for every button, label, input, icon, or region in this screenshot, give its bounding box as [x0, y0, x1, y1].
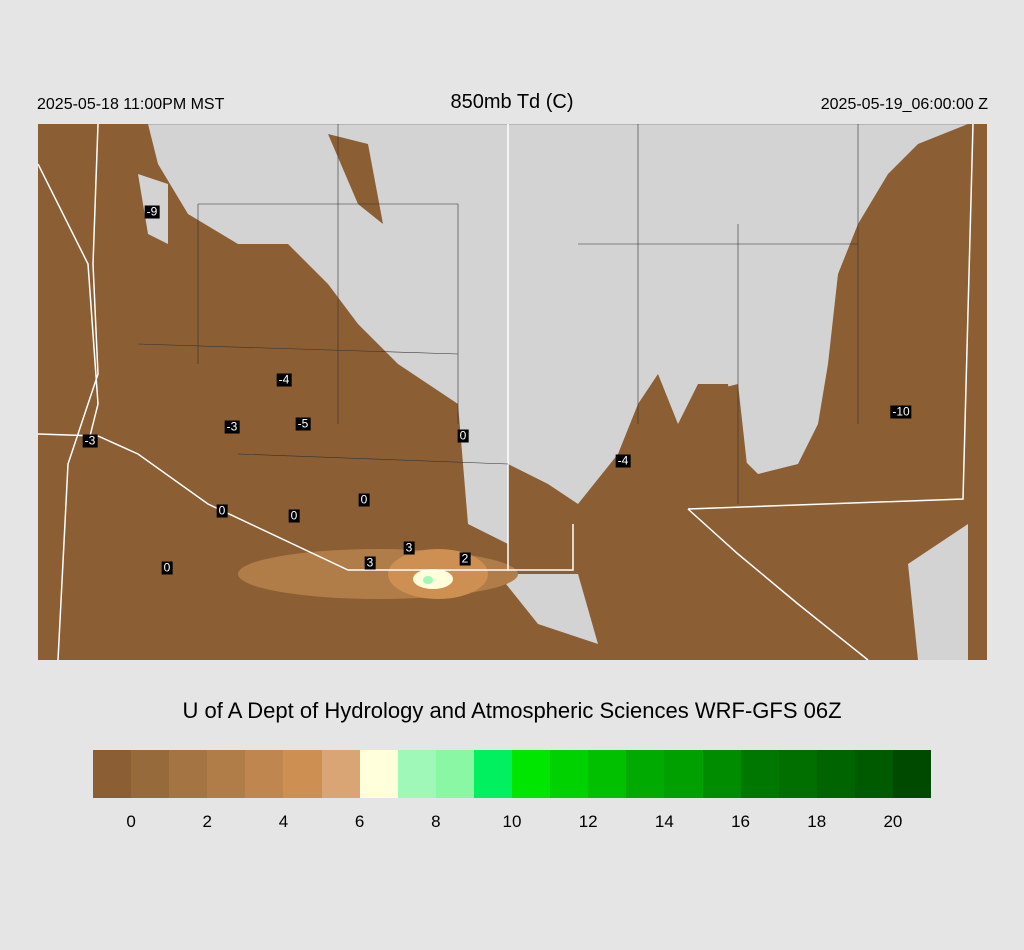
colorbar-tick-label: 0: [126, 812, 136, 831]
colorbar-tick-label: 18: [807, 812, 827, 831]
station-label: 0: [161, 560, 173, 575]
colorbar-swatch: [740, 750, 779, 798]
colorbar-tick-label: 16: [731, 812, 750, 831]
station-label: -10: [890, 404, 912, 419]
colorbar: [93, 750, 932, 798]
station-label: 0: [358, 492, 370, 507]
station-label: -3: [82, 433, 98, 448]
colorbar-tick-label: 20: [883, 812, 903, 831]
station-label: 0: [216, 503, 228, 518]
station-label: 0: [288, 508, 300, 523]
colorbar-swatch: [588, 750, 627, 798]
colorbar-swatch: [550, 750, 589, 798]
station-label: -3: [224, 419, 240, 434]
dewpoint-map: [38, 124, 987, 660]
state-borders: [38, 124, 974, 660]
colorbar-swatch: [435, 750, 474, 798]
station-label: 0: [457, 428, 469, 443]
moist-gaps: [138, 174, 968, 660]
colorbar-swatch: [816, 750, 855, 798]
station-label: 3: [403, 540, 415, 555]
station-label: -5: [295, 416, 311, 431]
colorbar-tick-label: 8: [431, 812, 441, 831]
colorbar-swatch: [664, 750, 703, 798]
colorbar-swatch: [359, 750, 398, 798]
warm-dewpoint-area: [238, 549, 518, 599]
colorbar-swatch: [207, 750, 246, 798]
colorbar-tick-label: 6: [354, 812, 365, 831]
colorbar-swatch: [283, 750, 322, 798]
colorbar-swatch: [892, 750, 932, 798]
colorbar-tick-label: 2: [202, 812, 212, 831]
colorbar-swatch: [702, 750, 741, 798]
credit-text: U of A Dept of Hydrology and Atmospheric…: [182, 698, 842, 723]
colorbar-swatch: [397, 750, 436, 798]
colorbar-tick-label: 12: [578, 812, 598, 831]
colorbar-swatch: [93, 750, 132, 798]
colorbar-swatch: [854, 750, 893, 798]
colorbar-swatch: [131, 750, 170, 798]
valid-time: 2025-05-19_06:00:00 Z: [820, 96, 988, 113]
colorbar-swatch: [169, 750, 208, 798]
colorbar-swatch: [473, 750, 513, 798]
colorbar-swatch: [778, 750, 817, 798]
colorbar-tick-label: 4: [278, 812, 289, 831]
map-title: 850mb Td (C): [450, 91, 574, 113]
local-time: 2025-05-18 11:00PM MST: [37, 96, 225, 113]
dry-dewpoint-regions: [38, 124, 987, 660]
colorbar-swatch: [626, 750, 665, 798]
colorbar-swatch: [512, 750, 551, 798]
station-label: -9: [144, 204, 160, 219]
colorbar-tick-label: 10: [502, 812, 522, 831]
colorbar-swatch: [321, 750, 360, 798]
colorbar-tick-label: 14: [654, 812, 674, 831]
station-label: -4: [615, 453, 631, 468]
colorbar-swatch: [245, 750, 284, 798]
station-label: -4: [276, 372, 292, 387]
station-label: 3: [364, 555, 376, 570]
station-label: 2: [459, 551, 471, 566]
county-borders: [137, 124, 859, 504]
